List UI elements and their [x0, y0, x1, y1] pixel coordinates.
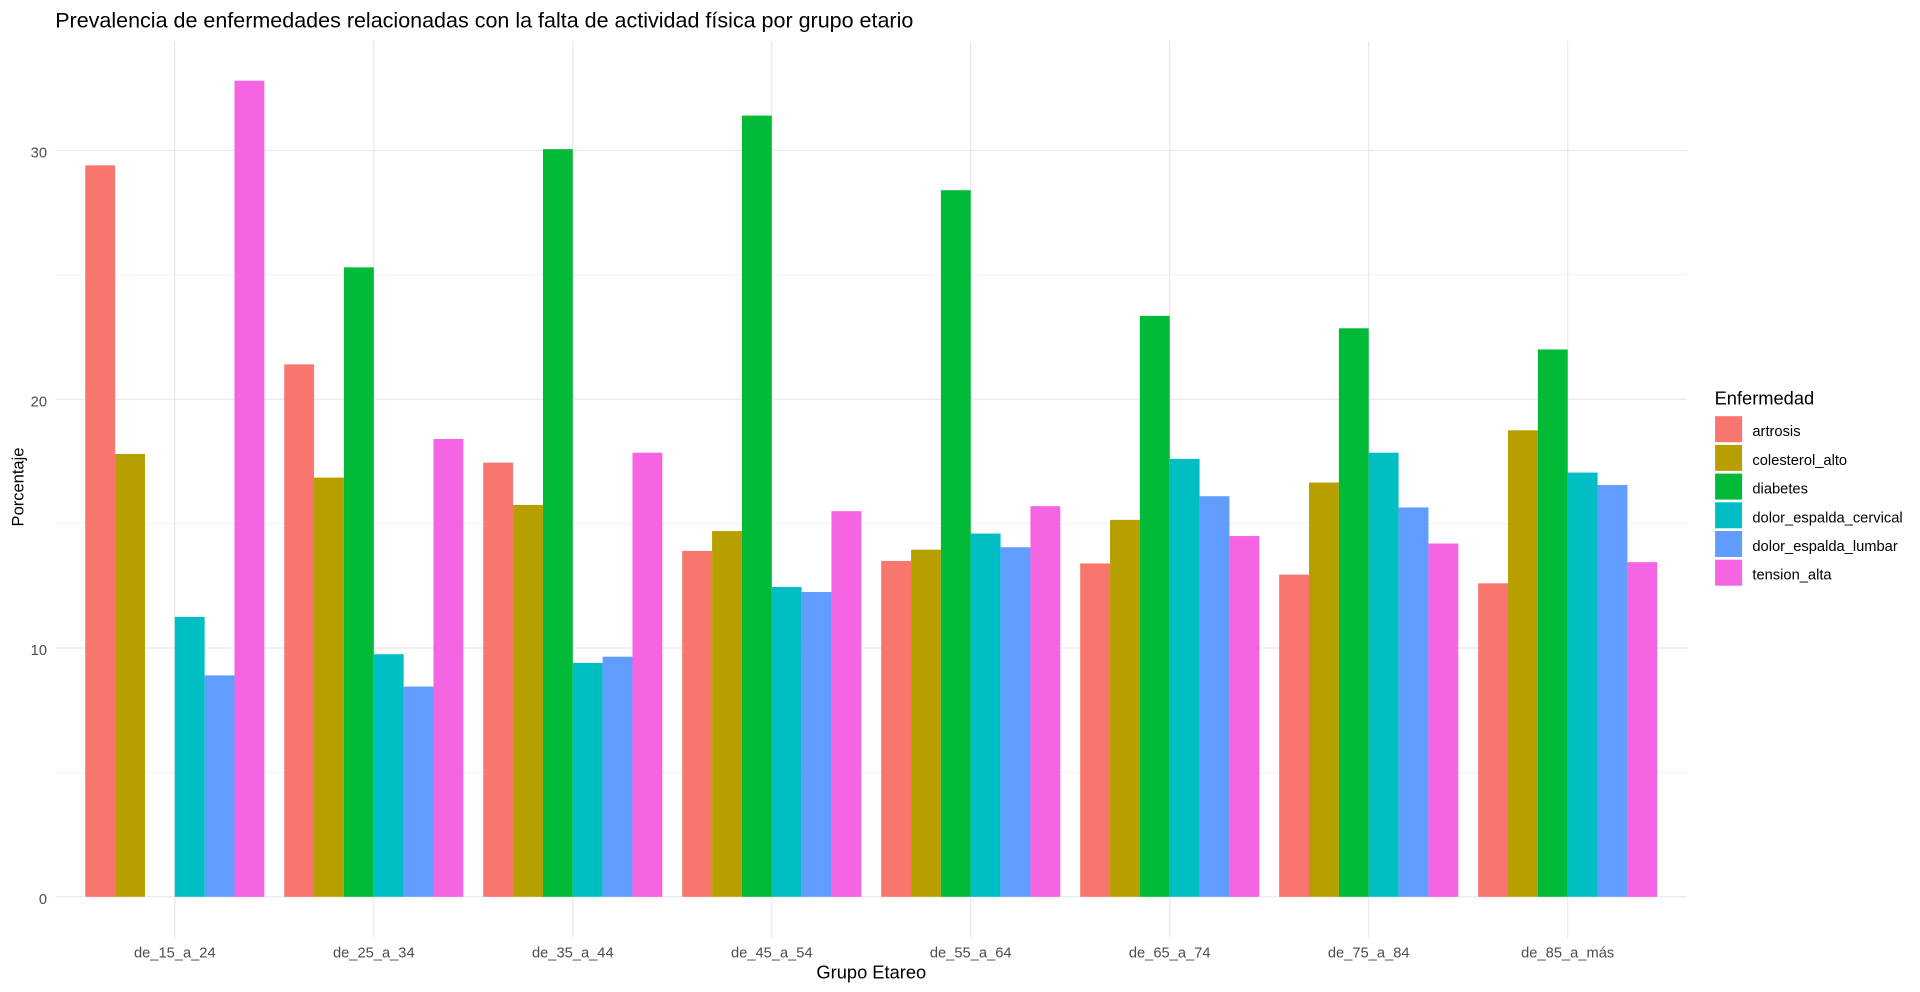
svg-text:de_65_a_74: de_65_a_74	[1129, 946, 1211, 962]
svg-text:de_45_a_54: de_45_a_54	[731, 946, 813, 962]
svg-text:30: 30	[31, 146, 47, 162]
svg-text:de_25_a_34: de_25_a_34	[333, 946, 415, 962]
svg-text:artrosis: artrosis	[1752, 424, 1800, 440]
svg-text:Grupo Etareo: Grupo Etareo	[816, 962, 926, 983]
svg-text:10: 10	[31, 643, 47, 659]
svg-text:de_35_a_44: de_35_a_44	[532, 946, 614, 962]
svg-text:de_85_a_más: de_85_a_más	[1521, 946, 1614, 962]
svg-text:tension_alta: tension_alta	[1752, 568, 1832, 584]
svg-text:de_15_a_24: de_15_a_24	[134, 946, 216, 962]
svg-text:20: 20	[31, 394, 47, 410]
svg-text:diabetes: diabetes	[1752, 482, 1808, 498]
svg-text:Enfermedad: Enfermedad	[1715, 388, 1815, 409]
svg-text:Porcentaje: Porcentaje	[10, 448, 28, 527]
svg-text:de_75_a_84: de_75_a_84	[1328, 946, 1410, 962]
svg-text:0: 0	[39, 892, 47, 908]
svg-text:colesterol_alto: colesterol_alto	[1752, 453, 1847, 469]
svg-text:dolor_espalda_lumbar: dolor_espalda_lumbar	[1752, 539, 1897, 555]
svg-text:Prevalencia de enfermedades re: Prevalencia de enfermedades relacionadas…	[55, 9, 913, 33]
svg-text:de_55_a_64: de_55_a_64	[930, 946, 1012, 962]
svg-text:dolor_espalda_cervical: dolor_espalda_cervical	[1752, 510, 1902, 526]
